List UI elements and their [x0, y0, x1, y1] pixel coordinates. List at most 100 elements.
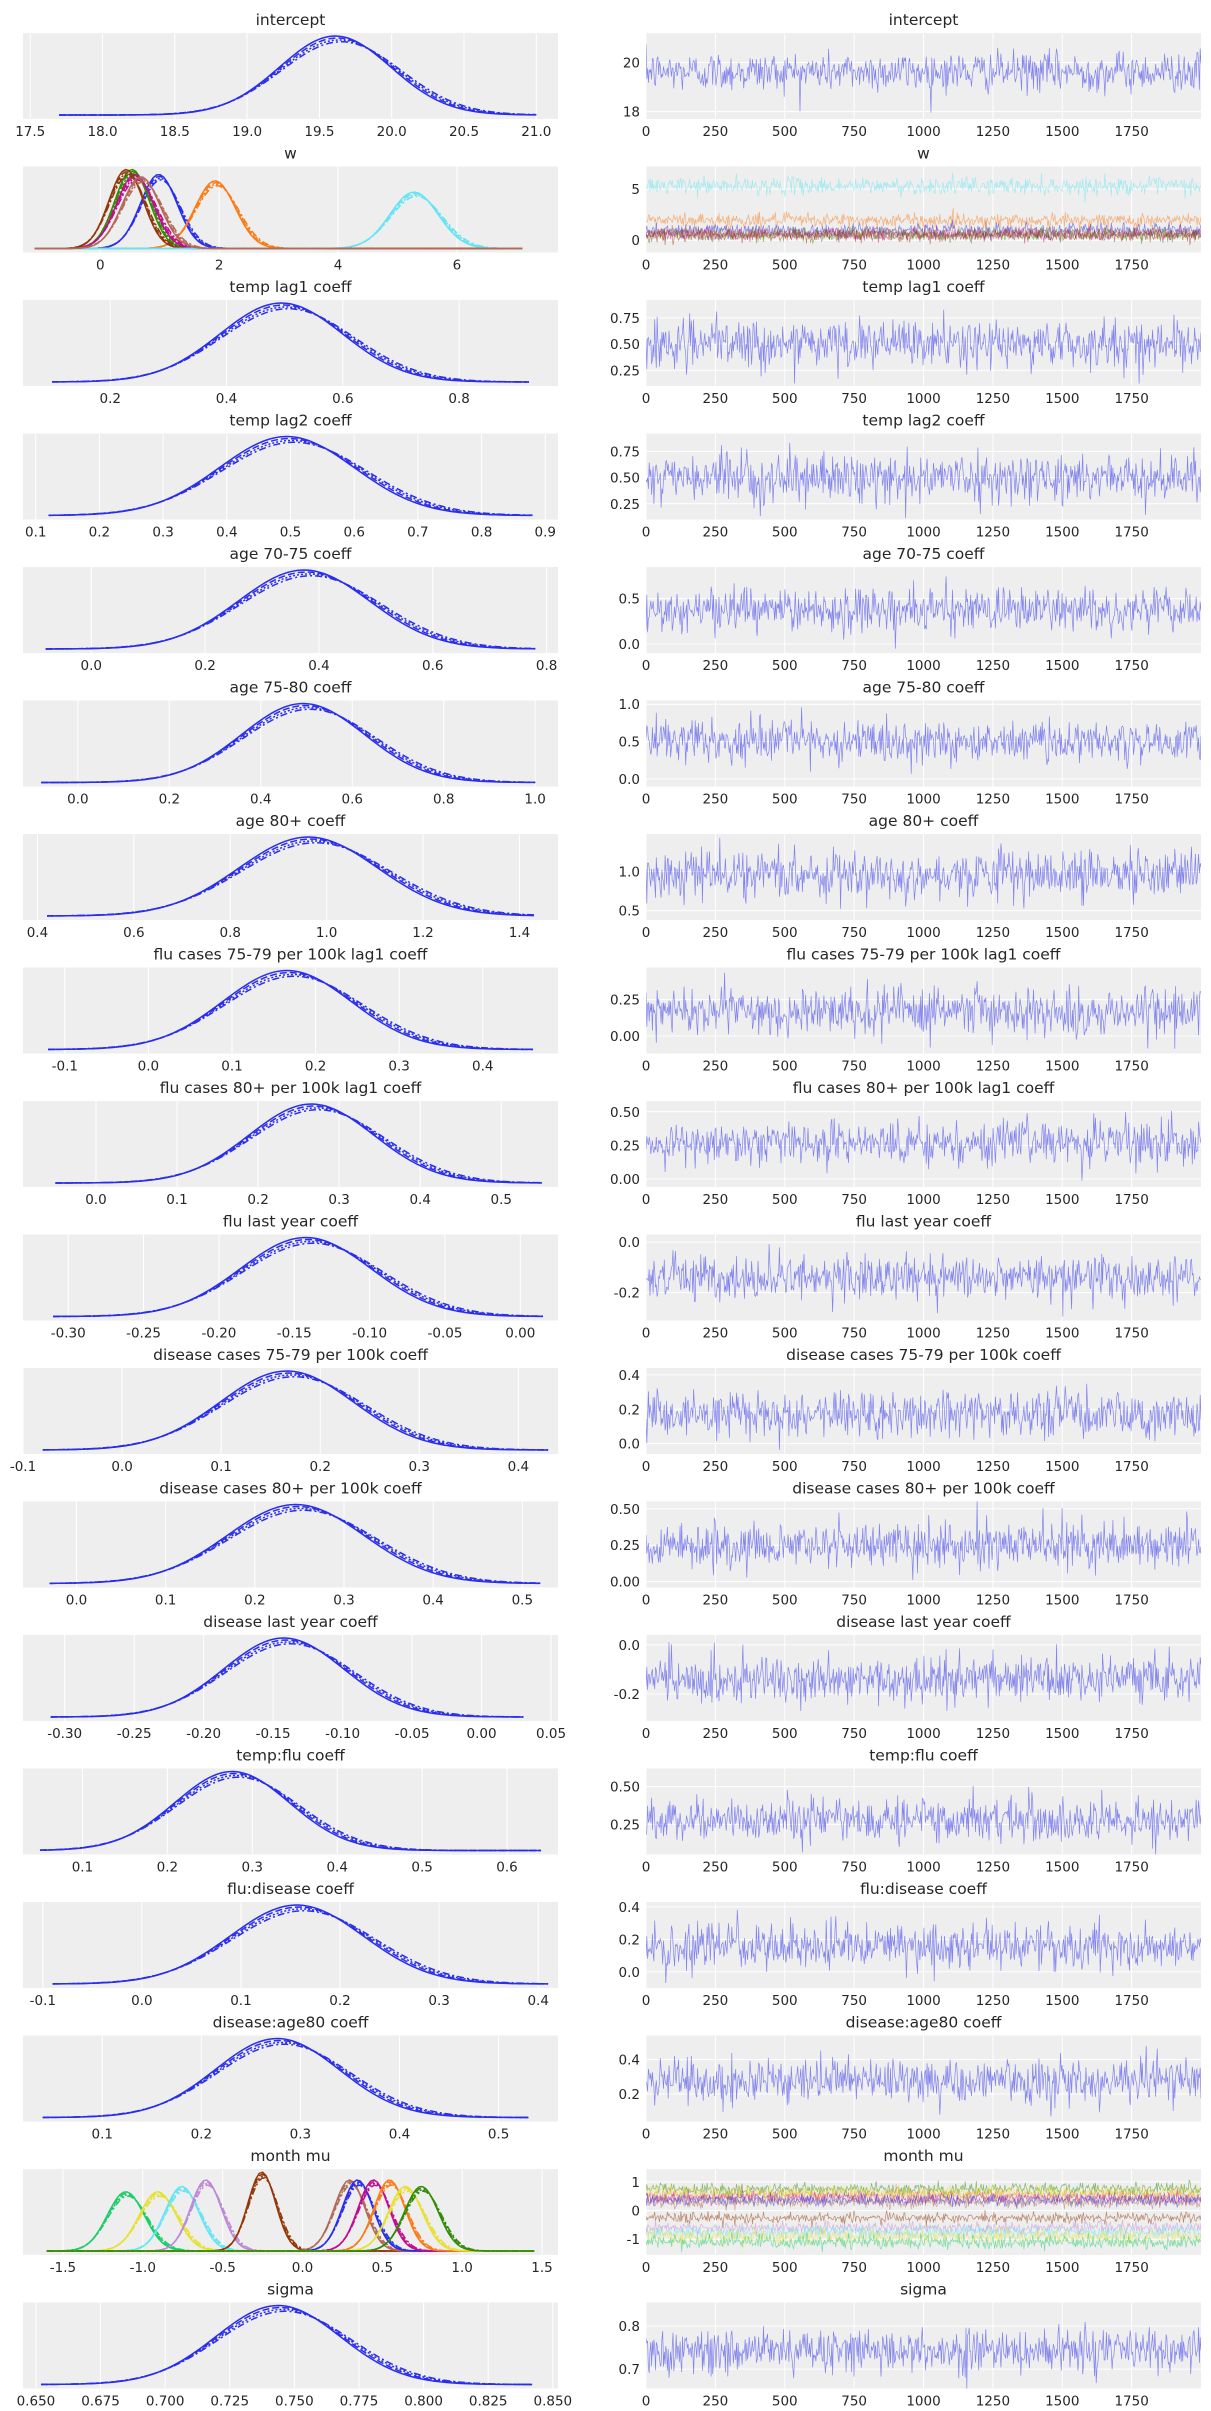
- density-x-tick-label: 19.5: [304, 124, 334, 140]
- density-panel-title: flu last year coeff: [223, 1213, 358, 1231]
- density-x-tick-label: 0.5: [280, 525, 301, 541]
- trace-x-tick-label: 1750: [1114, 1059, 1148, 1075]
- trace-x-tick-label: 1000: [906, 1593, 940, 1609]
- trace-x-tick-label: 1750: [1114, 925, 1148, 941]
- density-curve: [42, 1376, 549, 1451]
- density-x-tick-label: 0.6: [341, 792, 362, 808]
- trace-x-tick-label: 750: [841, 2394, 867, 2410]
- density-curve: [52, 307, 529, 383]
- trace-x-tick-label: 250: [702, 525, 728, 541]
- trace-lines: [646, 1383, 1201, 1450]
- trace-line: [646, 2193, 1201, 2211]
- density-x-tick-label: 0.6: [123, 925, 144, 941]
- density-x-tick-label: 0.5: [372, 2260, 393, 2276]
- density-x-tick-label: 0.6: [422, 658, 443, 674]
- trace-x-tick-label: 1250: [976, 1860, 1010, 1876]
- trace-lines: [646, 442, 1201, 519]
- density-x-tick-label: 21.0: [521, 124, 551, 140]
- trace-line: [646, 1110, 1201, 1181]
- trace-x-tick-label: 0: [642, 658, 651, 674]
- trace-lines: [646, 309, 1201, 384]
- trace-x-tick-label: 1250: [976, 925, 1010, 941]
- density-panel-title: flu cases 80+ per 100k lag1 coeff: [160, 1079, 422, 1097]
- trace-y-tick-label: 0.2: [619, 2087, 640, 2103]
- density-curve: [34, 177, 523, 250]
- trace-x-tick-label: 1250: [976, 658, 1010, 674]
- density-panel: 0 2 4 6 w: [23, 145, 558, 274]
- density-x-tick-label: 0.4: [216, 525, 237, 541]
- density-curve: [50, 1642, 524, 1718]
- trace-x-tick-label: 1000: [906, 658, 940, 674]
- trace-x-tick-label: 0: [642, 1860, 651, 1876]
- density-x-tick-label: 0.3: [428, 1993, 449, 2009]
- trace-line: [646, 2210, 1201, 2229]
- density-curve: [48, 441, 533, 517]
- trace-x-tick-label: 1000: [906, 391, 940, 407]
- trace-x-tick-label: 1250: [976, 1192, 1010, 1208]
- trace-lines: [646, 1244, 1201, 1317]
- density-x-tick-label: -0.1: [30, 1993, 56, 2009]
- trace-y-tick-label: -0.2: [614, 1687, 640, 1703]
- density-curve: [41, 706, 536, 784]
- trace-x-tick-label: 0: [642, 792, 651, 808]
- trace-panel-title: age 70-75 coeff: [863, 545, 985, 563]
- trace-line: [646, 1244, 1201, 1317]
- trace-x-tick-label: 250: [702, 2394, 728, 2410]
- density-x-tick-label: 0.3: [242, 1860, 263, 1876]
- trace-y-tick-label: 18: [623, 105, 640, 121]
- density-curve: [34, 181, 523, 250]
- trace-panel-title: disease:age80 coeff: [846, 2014, 1002, 2032]
- trace-x-tick-label: 250: [702, 1593, 728, 1609]
- density-curve: [52, 1906, 549, 1985]
- density-x-tick-label: -0.15: [277, 1326, 312, 1342]
- density-x-tick-label: 18.5: [160, 124, 190, 140]
- trace-x-tick-label: 1000: [906, 2394, 940, 2410]
- density-x-tick-label: -0.05: [428, 1326, 463, 1342]
- trace-panel: 0 250 500 750 1000 1250 1500 1750 0.2 0.4 disease:…: [619, 2014, 1201, 2143]
- density-x-tick-label: 0.00: [505, 1326, 535, 1342]
- density-x-tick-label: 1.0: [316, 925, 337, 941]
- density-x-tick-label: -0.10: [352, 1326, 387, 1342]
- trace-x-tick-label: 1250: [976, 2394, 1010, 2410]
- trace-line: [646, 2183, 1201, 2202]
- density-panel: 0.0 0.1 0.2 0.3 0.4 0.5 disease cases 80+ per …: [23, 1480, 558, 1609]
- trace-y-tick-label: -0.2: [614, 1286, 640, 1302]
- trace-panel-title: sigma: [900, 2281, 947, 2299]
- trace-x-tick-label: 1750: [1114, 2127, 1148, 2143]
- trace-x-tick-label: 1000: [906, 1192, 940, 1208]
- trace-x-tick-label: 1750: [1114, 1459, 1148, 1475]
- trace-x-tick-label: 500: [772, 1192, 798, 1208]
- trace-panel-title: month mu: [883, 2147, 963, 2165]
- trace-x-tick-label: 1750: [1114, 1993, 1148, 2009]
- trace-x-tick-label: 1000: [906, 124, 940, 140]
- density-x-tick-label: 0.6: [496, 1860, 517, 1876]
- trace-y-tick-label: 0: [631, 233, 640, 249]
- density-x-tick-label: 0.4: [308, 658, 329, 674]
- trace-lines: [646, 972, 1201, 1049]
- trace-x-tick-label: 500: [772, 2260, 798, 2276]
- trace-x-tick-label: 250: [702, 1726, 728, 1742]
- density-x-tick-label: -1.5: [50, 2260, 76, 2276]
- density-curve: [50, 1639, 524, 1718]
- trace-x-tick-label: 1750: [1114, 1593, 1148, 1609]
- density-x-tick-label: 0.1: [210, 1459, 231, 1475]
- density-x-tick-label: 0.5: [491, 1192, 512, 1208]
- density-x-tick-label: 0.725: [210, 2394, 249, 2410]
- trace-x-tick-label: 1500: [1045, 1993, 1079, 2009]
- trace-x-tick-label: 1000: [906, 1326, 940, 1342]
- density-x-tick-label: 0.2: [247, 1192, 268, 1208]
- density-x-tick-label: 0.8: [448, 391, 469, 407]
- density-x-tick-label: 0.0: [81, 658, 102, 674]
- density-x-tick-label: 0.2: [309, 1459, 330, 1475]
- trace-x-tick-label: 1750: [1114, 124, 1148, 140]
- trace-y-tick-label: 0: [631, 2204, 640, 2220]
- density-panel-title: flu:disease coeff: [227, 1880, 354, 1898]
- trace-x-tick-label: 1250: [976, 1726, 1010, 1742]
- trace-x-tick-label: 1500: [1045, 1192, 1079, 1208]
- trace-x-tick-label: 0: [642, 2394, 651, 2410]
- density-x-tick-label: 0.05: [536, 1726, 566, 1742]
- density-x-tick-label: 0.8: [220, 925, 241, 941]
- density-x-tick-label: -1.0: [130, 2260, 156, 2276]
- trace-x-tick-label: 500: [772, 2394, 798, 2410]
- trace-y-tick-label: 0.4: [619, 1900, 640, 1916]
